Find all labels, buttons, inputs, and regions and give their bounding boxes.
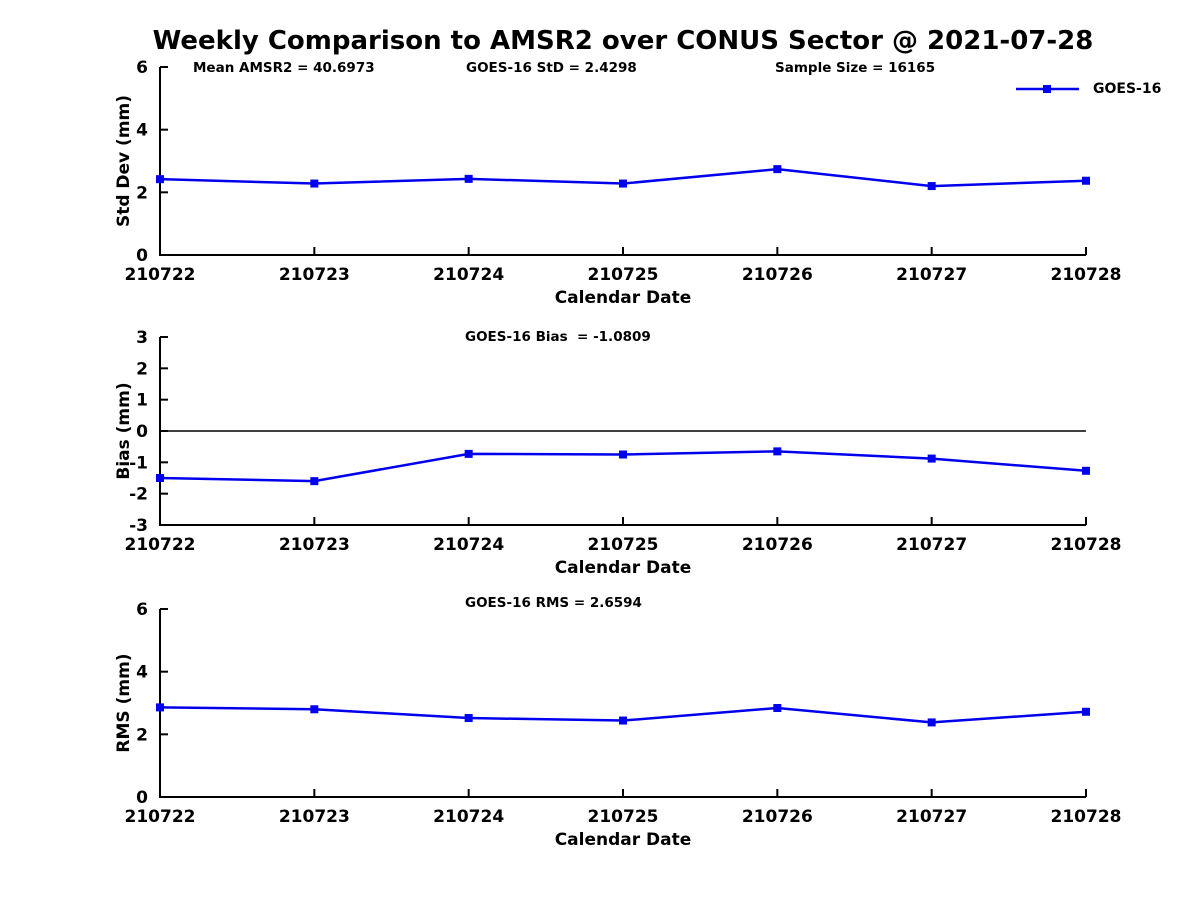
x-tick-label: 210724 <box>433 807 504 827</box>
x-axis-label-panel2: Calendar Date <box>554 558 692 578</box>
y-tick-label: 2 <box>136 183 148 203</box>
legend-line-marker-icon <box>1016 85 1079 93</box>
data-point-marker <box>927 718 936 727</box>
data-point-marker <box>156 175 164 184</box>
y-tick-label: 4 <box>136 121 148 141</box>
x-tick-label: 210723 <box>279 807 350 827</box>
axis-spines-std-dev-panel <box>159 67 1086 256</box>
data-point-marker <box>927 182 936 191</box>
axis-spines-rms-panel <box>159 609 1086 798</box>
x-tick-label: 210725 <box>588 807 659 827</box>
annotation-mean-amsr2: Mean AMSR2 = 40.6973 <box>193 60 375 76</box>
data-point-marker <box>310 705 319 714</box>
data-point-marker <box>1082 707 1090 716</box>
x-tick-label: 210723 <box>279 265 350 285</box>
data-point-marker <box>773 447 782 456</box>
y-axis-label-std-dev: Std Dev (mm) <box>114 94 134 228</box>
y-tick-label: 6 <box>136 58 148 78</box>
y-axis-label-rms: RMS (mm) <box>114 653 134 753</box>
x-tick-label: 210728 <box>1051 807 1122 827</box>
x-tick-label: 210726 <box>742 265 813 285</box>
x-tick-label: 210728 <box>1051 535 1122 555</box>
x-tick-label: 210727 <box>896 807 967 827</box>
y-tick-label: 0 <box>136 788 148 808</box>
x-axis-label-panel1: Calendar Date <box>554 288 692 308</box>
y-tick-label: 6 <box>136 600 148 620</box>
x-tick-label: 210723 <box>279 535 350 555</box>
y-axis-label-bias: Bias (mm) <box>114 382 134 480</box>
data-point-marker <box>310 179 319 188</box>
data-point-marker <box>156 474 164 482</box>
y-tick-label: -1 <box>129 453 148 473</box>
x-tick-label: 210724 <box>433 535 504 555</box>
legend-square-marker-icon <box>1043 85 1051 93</box>
data-point-marker <box>1082 176 1090 185</box>
y-tick-label: -2 <box>129 485 148 505</box>
data-point-marker <box>773 704 782 713</box>
x-tick-label: 210727 <box>896 265 967 285</box>
x-tick-label: 210725 <box>588 535 659 555</box>
x-tick-label: 210728 <box>1051 265 1122 285</box>
data-point-marker <box>464 449 473 458</box>
data-point-marker <box>464 714 473 723</box>
y-tick-label: -3 <box>129 516 148 536</box>
data-point-marker <box>619 716 627 725</box>
data-point-marker <box>619 179 627 188</box>
x-tick-label: 210722 <box>125 265 196 285</box>
data-point-marker <box>464 174 473 183</box>
figure-title: Weekly Comparison to AMSR2 over CONUS Se… <box>152 26 1094 56</box>
y-tick-label: 0 <box>136 422 148 442</box>
legend-label: GOES-16 <box>1093 81 1162 97</box>
y-tick-label: 4 <box>136 663 148 683</box>
x-tick-label: 210725 <box>588 265 659 285</box>
data-point-marker <box>156 703 164 712</box>
x-tick-label: 210722 <box>125 535 196 555</box>
annotation-goes16-rms: GOES-16 RMS = 2.6594 <box>465 595 642 611</box>
y-tick-label: 2 <box>136 359 148 379</box>
data-point-marker <box>619 450 627 459</box>
data-point-marker <box>1082 466 1090 475</box>
annotation-goes16-std: GOES-16 StD = 2.4298 <box>466 60 637 76</box>
y-tick-label: 1 <box>136 391 148 411</box>
y-tick-label: 2 <box>136 725 148 745</box>
x-tick-label: 210727 <box>896 535 967 555</box>
x-tick-label: 210726 <box>742 807 813 827</box>
legend: GOES-16 <box>1015 81 1161 97</box>
data-point-marker <box>927 454 936 463</box>
x-tick-label: 210722 <box>125 807 196 827</box>
y-tick-label: 3 <box>136 328 148 348</box>
annotation-sample-size: Sample Size = 16165 <box>775 60 936 76</box>
data-point-marker <box>773 165 782 174</box>
y-tick-label: 0 <box>136 246 148 266</box>
x-tick-label: 210724 <box>433 265 504 285</box>
data-point-marker <box>310 477 319 486</box>
x-tick-label: 210726 <box>742 535 813 555</box>
annotation-goes16-bias: GOES-16 Bias = -1.0809 <box>465 329 651 345</box>
x-axis-label-panel3: Calendar Date <box>554 830 692 850</box>
